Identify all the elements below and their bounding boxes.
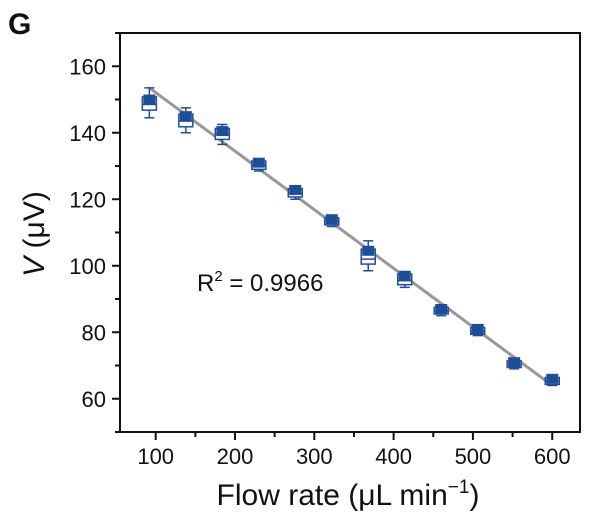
y-axis: 60 80 100 120 140 160	[69, 32, 120, 433]
x-tick-label: 200	[217, 444, 254, 469]
box-plot	[287, 184, 304, 200]
y-tick-label: 160	[69, 54, 106, 79]
y-axis-title: V (μV)	[18, 191, 51, 277]
x-tick-label: 500	[455, 444, 492, 469]
box-mean-marker	[252, 157, 265, 168]
y-tick-label: 60	[82, 387, 106, 412]
box-plot	[544, 373, 560, 387]
box-mean-marker	[179, 111, 192, 122]
x-tick-label: 600	[534, 444, 571, 469]
box-mean-marker	[546, 373, 559, 384]
plot-frame	[119, 32, 581, 433]
box-plot	[506, 357, 522, 370]
r-squared-annotation: R2 = 0.9966	[197, 268, 323, 297]
x-tick-label: 100	[137, 444, 174, 469]
box-mean-marker	[435, 303, 448, 314]
box-mean-marker	[289, 184, 302, 195]
x-axis: 100 200 300 400 500 600	[137, 432, 571, 469]
box-plot	[214, 123, 231, 146]
box-plot	[324, 214, 340, 228]
y-tick-label: 100	[69, 254, 106, 279]
panel-label: G	[8, 8, 31, 41]
box-mean-marker	[471, 323, 484, 334]
y-tick-label: 80	[82, 320, 106, 345]
fit-line	[148, 86, 554, 387]
x-axis-title: Flow rate (μL min−1)	[217, 477, 480, 512]
box-mean-marker	[362, 245, 375, 256]
plot-area	[119, 32, 581, 433]
y-tick-label: 140	[69, 121, 106, 146]
box-plot	[178, 107, 194, 134]
box-mean-marker	[508, 357, 521, 368]
x-tick-label: 300	[296, 444, 333, 469]
box-mean-marker	[216, 126, 229, 137]
x-tick-label: 400	[375, 444, 412, 469]
box-plot	[433, 303, 449, 317]
y-tick-label: 120	[69, 187, 106, 212]
box-plot	[396, 270, 413, 289]
box-mean-marker	[143, 94, 156, 105]
box-mean-marker	[398, 270, 411, 281]
box-series	[141, 87, 560, 387]
box-plot	[360, 240, 376, 272]
box-plot	[469, 323, 486, 337]
box-plot	[141, 87, 158, 119]
box-mean-marker	[325, 214, 338, 225]
box-plot	[251, 157, 267, 172]
